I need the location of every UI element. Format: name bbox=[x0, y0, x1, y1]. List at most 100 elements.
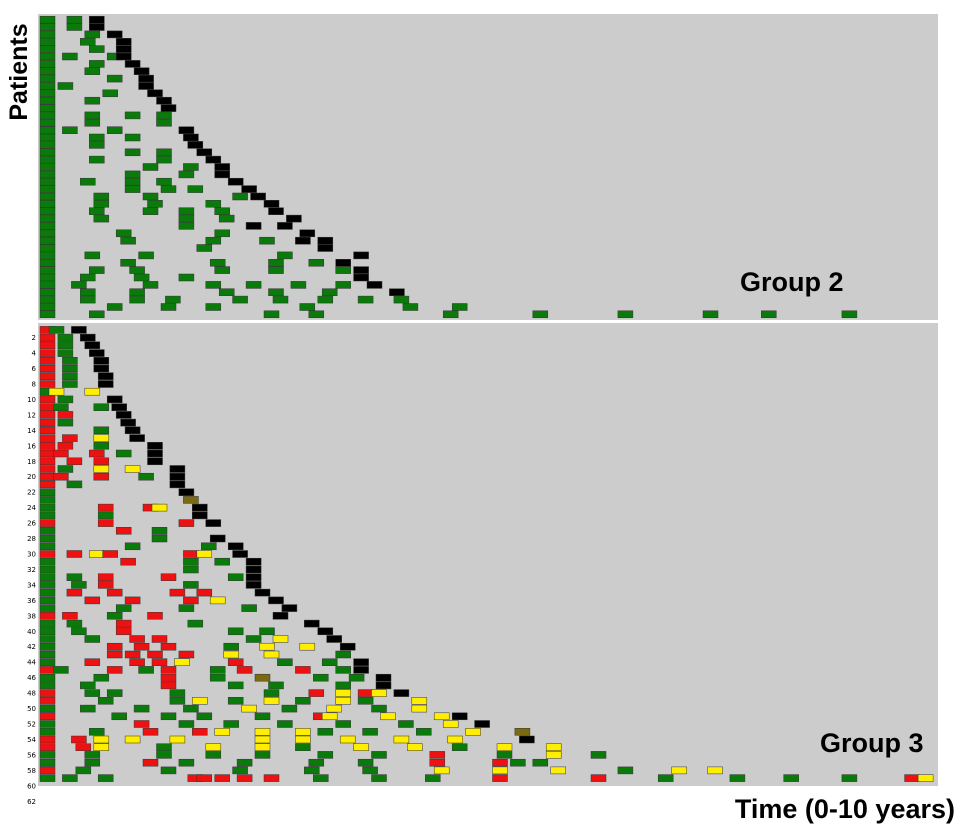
event-mark-green bbox=[205, 303, 222, 311]
event-mark-green bbox=[39, 573, 56, 581]
event-mark-red bbox=[66, 588, 83, 597]
event-mark-red bbox=[71, 735, 87, 744]
event-mark-black bbox=[245, 565, 262, 574]
x-axis-title: Time (0-10 years) bbox=[735, 794, 955, 824]
event-mark-yellow bbox=[254, 735, 271, 744]
y-tick-label: 54 bbox=[27, 736, 36, 744]
y-tick-label: 26 bbox=[27, 520, 36, 528]
event-mark-yellow bbox=[151, 503, 168, 512]
event-mark-green bbox=[178, 207, 195, 215]
event-mark-green bbox=[304, 766, 320, 775]
event-mark-black bbox=[124, 60, 141, 68]
event-mark-black bbox=[71, 326, 87, 334]
event-mark-green bbox=[205, 751, 222, 759]
group-2-label: Group 2 bbox=[740, 267, 844, 297]
event-mark-green bbox=[39, 163, 56, 171]
event-mark-green bbox=[160, 303, 177, 311]
event-mark-green bbox=[532, 310, 549, 319]
event-mark-red bbox=[124, 650, 141, 659]
event-mark-green bbox=[39, 604, 56, 612]
group-3-label: Group 3 bbox=[820, 728, 924, 758]
event-mark-red bbox=[39, 689, 56, 697]
event-mark-black bbox=[89, 349, 105, 357]
event-mark-black bbox=[295, 236, 311, 245]
event-mark-black bbox=[160, 104, 177, 112]
event-mark-green bbox=[84, 67, 101, 75]
event-mark-green bbox=[124, 111, 141, 120]
event-mark-green bbox=[57, 82, 74, 90]
event-mark-red bbox=[39, 449, 56, 458]
event-mark-green bbox=[39, 229, 56, 238]
event-mark-green bbox=[133, 704, 150, 713]
event-mark-red bbox=[120, 557, 136, 566]
event-mark-black bbox=[299, 229, 316, 238]
event-mark-green bbox=[201, 542, 217, 551]
event-mark-red bbox=[133, 720, 150, 728]
event-mark-yellow bbox=[263, 650, 280, 659]
event-mark-black bbox=[389, 288, 405, 296]
event-mark-green bbox=[39, 758, 56, 767]
event-mark-black bbox=[192, 503, 208, 512]
event-mark-yellow bbox=[214, 728, 230, 736]
event-mark-yellow bbox=[380, 712, 396, 721]
y-tick-label: 62 bbox=[27, 798, 36, 806]
event-mark-black bbox=[286, 214, 302, 223]
event-mark-green bbox=[106, 126, 123, 134]
event-mark-green bbox=[39, 192, 56, 201]
event-mark-red bbox=[115, 627, 132, 636]
event-mark-red bbox=[39, 519, 56, 527]
event-mark-green bbox=[402, 303, 419, 311]
event-mark-red bbox=[227, 658, 244, 666]
event-mark-red bbox=[89, 449, 105, 458]
event-mark-green bbox=[277, 720, 293, 728]
event-mark-green bbox=[357, 295, 374, 304]
event-mark-red bbox=[66, 550, 83, 558]
event-mark-red bbox=[97, 581, 114, 589]
event-mark-green bbox=[84, 689, 101, 697]
event-mark-black bbox=[89, 15, 105, 24]
event-mark-green bbox=[268, 266, 284, 274]
event-mark-green bbox=[165, 295, 181, 304]
event-mark-green bbox=[147, 200, 163, 208]
event-mark-red bbox=[39, 364, 56, 373]
event-mark-green bbox=[62, 380, 78, 388]
event-mark-green bbox=[39, 30, 56, 39]
event-mark-green bbox=[39, 281, 56, 289]
event-mark-black bbox=[245, 573, 262, 581]
y-tick-label: 16 bbox=[27, 442, 36, 450]
event-mark-red bbox=[39, 666, 56, 674]
y-tick-label: 34 bbox=[27, 581, 36, 589]
event-mark-green bbox=[357, 758, 374, 767]
event-mark-yellow bbox=[93, 735, 110, 744]
group-2-marks bbox=[39, 15, 858, 319]
event-mark-green bbox=[57, 395, 74, 404]
event-mark-black bbox=[138, 74, 154, 83]
event-mark-yellow bbox=[84, 387, 101, 396]
y-tick-label: 36 bbox=[27, 597, 36, 605]
event-mark-green bbox=[156, 119, 172, 127]
event-mark-green bbox=[39, 681, 56, 690]
event-mark-black bbox=[138, 82, 154, 90]
event-mark-green bbox=[39, 148, 56, 157]
event-mark-green bbox=[183, 704, 199, 713]
event-mark-green bbox=[510, 758, 526, 767]
event-mark-green bbox=[371, 704, 387, 713]
event-mark-green bbox=[129, 295, 145, 304]
event-mark-black bbox=[335, 259, 351, 267]
event-mark-yellow bbox=[241, 704, 257, 713]
event-mark-green bbox=[156, 751, 172, 759]
event-mark-red bbox=[39, 418, 56, 427]
event-mark-yellow bbox=[272, 635, 289, 643]
event-mark-green bbox=[39, 155, 56, 164]
event-mark-green bbox=[62, 357, 78, 365]
event-mark-green bbox=[57, 465, 74, 473]
event-mark-green bbox=[178, 758, 195, 767]
event-mark-green bbox=[39, 310, 56, 319]
event-mark-green bbox=[75, 766, 92, 775]
event-mark-green bbox=[299, 303, 316, 311]
event-mark-red bbox=[142, 728, 159, 736]
event-mark-red bbox=[39, 395, 56, 404]
event-mark-green bbox=[142, 192, 159, 201]
event-mark-yellow bbox=[465, 728, 481, 736]
event-mark-green bbox=[129, 288, 145, 296]
